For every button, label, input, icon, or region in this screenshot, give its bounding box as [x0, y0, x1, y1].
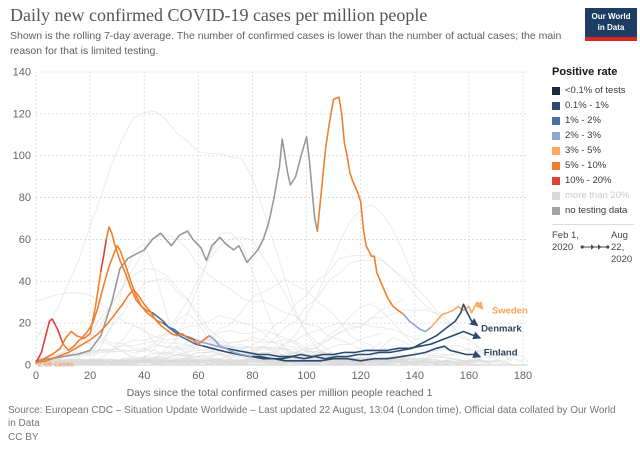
legend-item-label: 2% - 3% [565, 130, 601, 141]
legend-item-label: 10% - 20% [565, 175, 612, 186]
y-tick-label: 20 [19, 318, 31, 330]
series-line-segment[interactable] [62, 269, 102, 352]
legend-swatch [552, 86, 560, 95]
legend-items: <0.1% of tests 0.1% - 1% 1% - 2% 2% - 3% 3% … [552, 85, 640, 216]
series-line-segment[interactable] [208, 334, 254, 358]
x-axis-title: Days since the total confirmed cases per… [127, 387, 433, 399]
background-lines [35, 110, 529, 366]
legend-item-label: no testing data [565, 205, 628, 216]
y-tick-label: 0 [25, 360, 31, 372]
legend-item-label: 3% - 5% [565, 145, 601, 156]
x-tick-label: 80 [246, 370, 258, 382]
source-line: Source: European CDC – Situation Update … [8, 405, 616, 429]
legend-item-7[interactable]: more than 20% [552, 190, 640, 201]
page-title: Daily new confirmed COVID-19 cases per m… [10, 5, 428, 25]
series-line-segment[interactable] [100, 238, 108, 272]
start-value-annotation: 2.66 cases [38, 359, 75, 368]
x-tick-label: 20 [84, 370, 96, 382]
series-line-segment[interactable] [35, 136, 319, 362]
chart-canvas[interactable]: 0 20 40 60 80 100 120 140 0 20 40 60 80 100 120 140 160 1… [0, 60, 545, 406]
series-label-denmark[interactable]: Denmark [481, 324, 522, 335]
legend-item-6[interactable]: 10% - 20% [552, 175, 640, 186]
legend-item-1[interactable]: 0.1% - 1% [552, 100, 640, 111]
license-badge: CC BY [8, 432, 39, 443]
footer: Source: European CDC – Situation Update … [8, 404, 624, 444]
legend-divider [552, 224, 634, 225]
series-line-segment[interactable] [430, 301, 484, 329]
legend-item-3[interactable]: 2% - 3% [552, 130, 640, 141]
legend-item-label: 1% - 2% [565, 115, 601, 126]
legend-item-label: more than 20% [565, 190, 630, 201]
header: Daily new confirmed COVID-19 cases per m… [10, 5, 582, 58]
series-line-segment[interactable] [162, 322, 197, 341]
legend-swatch [552, 131, 560, 140]
legend-item-0[interactable]: <0.1% of tests [552, 85, 640, 96]
series-line-segment[interactable] [35, 318, 64, 364]
legend-swatch [552, 116, 560, 125]
legend-item-5[interactable]: 5% - 10% [552, 160, 640, 171]
series-line-segment[interactable] [251, 345, 482, 362]
legend-item-label: <0.1% of tests [565, 85, 626, 96]
series-denmark[interactable]: Denmark [35, 226, 522, 364]
series-line-segment[interactable] [35, 244, 164, 364]
legend-swatch [552, 206, 560, 215]
series-label-finland[interactable]: Finland [484, 347, 518, 358]
legend-item-8[interactable]: no testing data [552, 205, 640, 216]
legend-swatch [552, 176, 560, 185]
owid-logo-line1: Our World [591, 12, 631, 21]
legend-swatch [552, 146, 560, 155]
series-line-segment[interactable] [403, 313, 432, 333]
series-line-segment[interactable] [224, 330, 482, 358]
y-tick-label: 60 [19, 234, 31, 246]
timeline-track[interactable] [579, 230, 611, 266]
legend-swatch [552, 191, 560, 200]
legend-swatch [552, 101, 560, 110]
series-line-segment[interactable] [316, 96, 405, 316]
x-tick-label: 120 [351, 370, 369, 382]
y-tick-label: 140 [13, 67, 31, 79]
chart-subtitle: Shown is the rolling 7-day average. The … [10, 30, 562, 57]
series-line-segment[interactable] [35, 288, 210, 364]
x-tick-label: 0 [33, 370, 39, 382]
y-tick-label: 80 [19, 192, 31, 204]
x-tick-label: 140 [406, 370, 424, 382]
series-sweden[interactable]: Sweden [35, 96, 528, 362]
timeline-start-date[interactable]: Feb 1, 2020 [552, 230, 579, 253]
positive-rate-legend: Positive rate <0.1% of tests 0.1% - 1% 1% … [552, 66, 640, 266]
legend-item-2[interactable]: 1% - 2% [552, 115, 640, 126]
x-tick-label: 180 [514, 370, 532, 382]
y-tick-label: 120 [13, 108, 31, 120]
legend-swatch [552, 161, 560, 170]
legend-item-label: 5% - 10% [565, 160, 607, 171]
legend-item-4[interactable]: 3% - 5% [552, 145, 640, 156]
series-line-segment[interactable] [151, 311, 205, 348]
x-tick-label: 40 [138, 370, 150, 382]
x-tick-label: 60 [192, 370, 204, 382]
owid-logo[interactable]: Our World in Data [585, 8, 637, 41]
gridlines: 0 20 40 60 80 100 120 140 0 20 40 60 80 100 120 140 160 1… [13, 67, 533, 383]
owid-logo-line2: in Data [597, 22, 625, 32]
timeline-slider-icon [580, 244, 610, 250]
y-tick-label: 40 [19, 276, 31, 288]
timeline-control[interactable]: Feb 1, 2020 Aug 22, 2020 [552, 230, 638, 266]
x-tick-label: 160 [460, 370, 478, 382]
timeline-end-date[interactable]: Aug 22, 2020 [611, 230, 633, 265]
legend-title: Positive rate [552, 66, 618, 78]
y-tick-label: 100 [13, 150, 31, 162]
series-label-sweden[interactable]: Sweden [492, 306, 528, 317]
x-tick-label: 100 [297, 370, 315, 382]
legend-item-label: 0.1% - 1% [565, 100, 609, 111]
series-finland[interactable]: Finland [35, 288, 518, 364]
